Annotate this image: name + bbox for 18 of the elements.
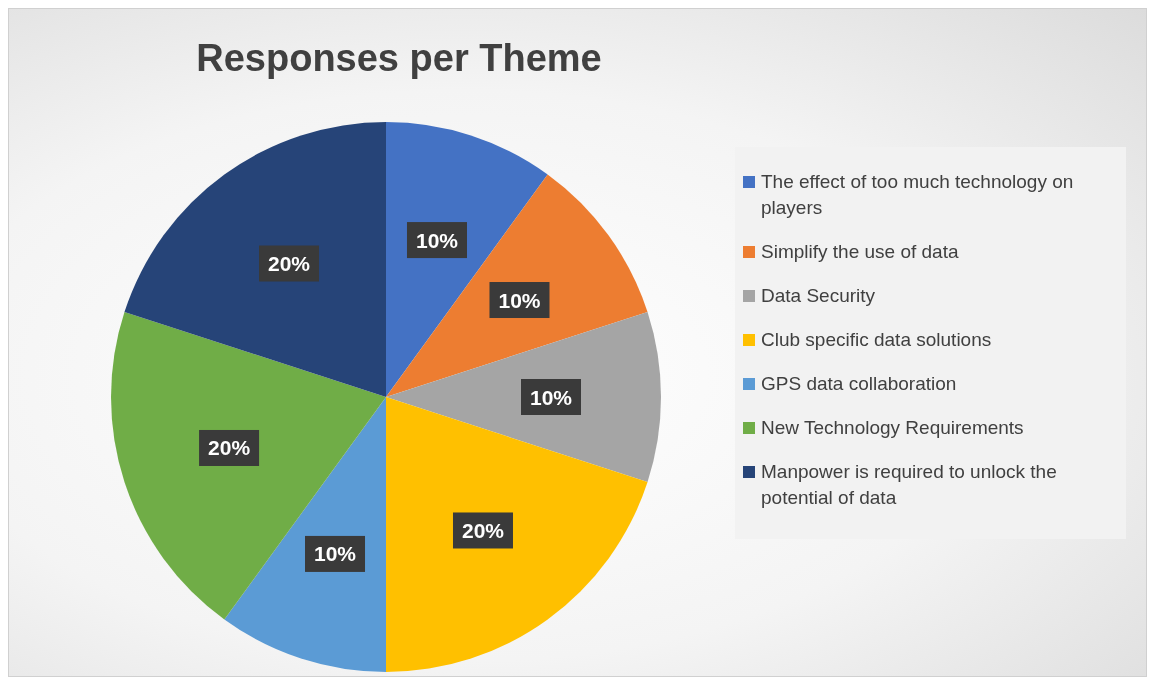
data-label: 10% (415, 228, 459, 252)
data-label: 10% (529, 385, 573, 409)
chart-title: Responses per Theme (195, 37, 603, 80)
data-label: 20% (268, 252, 311, 276)
legend-label: New Technology Requirements (761, 415, 1024, 440)
pie-slice (111, 312, 386, 620)
pie-slice (386, 312, 661, 482)
legend-label: GPS data collaboration (761, 371, 957, 396)
legend-label: Simplify the use of data (761, 239, 959, 264)
legend-label: Club specific data solutions (761, 327, 992, 352)
legend-label: Data Security (761, 283, 876, 308)
data-label: 20% (461, 518, 505, 542)
pie-slice (124, 122, 386, 397)
data-label: 10% (498, 288, 541, 312)
data-label: 20% (208, 436, 251, 460)
legend-label: The effect of too much technology on players (761, 169, 1075, 220)
data-label: 10% (314, 542, 357, 566)
legend-label: Manpower is required to unlock the potential of data (761, 459, 1058, 510)
